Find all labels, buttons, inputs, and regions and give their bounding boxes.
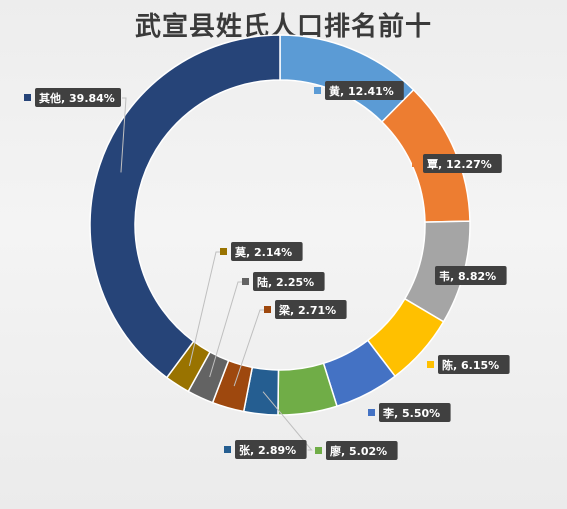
label-text: 廖, 5.02%	[330, 444, 387, 458]
leader-line	[188, 251, 220, 367]
label-box	[275, 300, 347, 319]
label-swatch	[224, 446, 231, 453]
label-box	[253, 272, 325, 291]
label-leader-lines	[120, 97, 313, 451]
label-box	[379, 403, 451, 422]
label-swatch	[412, 160, 419, 167]
label-text: 李, 5.50%	[382, 406, 440, 420]
data-label: 黄, 12.41%	[314, 81, 404, 100]
data-label: 莫, 2.14%	[220, 242, 303, 261]
data-label: 陈, 6.15%	[427, 355, 510, 374]
label-box	[235, 440, 307, 459]
label-text: 陆, 2.25%	[257, 275, 314, 289]
leader-line	[209, 281, 242, 378]
label-box	[435, 266, 507, 285]
donut-slices	[89, 34, 471, 416]
data-label: 廖, 5.02%	[315, 441, 398, 460]
donut-slice	[279, 34, 415, 123]
label-text: 覃, 12.27%	[427, 158, 492, 171]
data-label: 韦, 8.82%	[424, 266, 507, 285]
label-swatch	[368, 409, 375, 416]
data-label: 梁, 2.71%	[264, 300, 347, 319]
label-box	[423, 154, 502, 173]
leader-line	[262, 391, 313, 451]
data-label: 李, 5.50%	[368, 403, 451, 422]
label-text: 黄, 12.41%	[329, 84, 394, 98]
leader-line	[120, 97, 127, 173]
leader-line	[233, 309, 264, 387]
label-text: 张, 2.89%	[239, 443, 296, 457]
label-text: 其他, 39.84%	[39, 91, 115, 105]
label-text: 梁, 2.71%	[278, 303, 336, 317]
label-swatch	[220, 248, 227, 255]
label-swatch	[264, 306, 271, 313]
data-label: 张, 2.89%	[224, 440, 307, 459]
label-swatch	[427, 361, 434, 368]
label-swatch	[242, 278, 249, 285]
data-label: 陆, 2.25%	[242, 272, 325, 291]
data-labels: 黄, 12.41% 覃, 12.27% 韦, 8.82% 陈, 6.15% 李, 5.5…	[24, 81, 510, 460]
label-box	[438, 355, 510, 374]
label-box	[35, 88, 121, 107]
label-text: 莫, 2.14%	[234, 245, 292, 259]
label-text: 韦, 8.82%	[439, 269, 496, 283]
label-box	[326, 441, 398, 460]
data-label: 覃, 12.27%	[412, 154, 502, 173]
label-swatch	[315, 447, 322, 454]
data-label: 其他, 39.84%	[24, 88, 121, 107]
label-swatch	[424, 272, 431, 279]
label-swatch	[24, 94, 31, 101]
label-text: 陈, 6.15%	[442, 358, 499, 372]
donut-slice	[89, 34, 281, 379]
label-box	[325, 81, 404, 100]
label-box	[231, 242, 303, 261]
label-swatch	[314, 87, 321, 94]
